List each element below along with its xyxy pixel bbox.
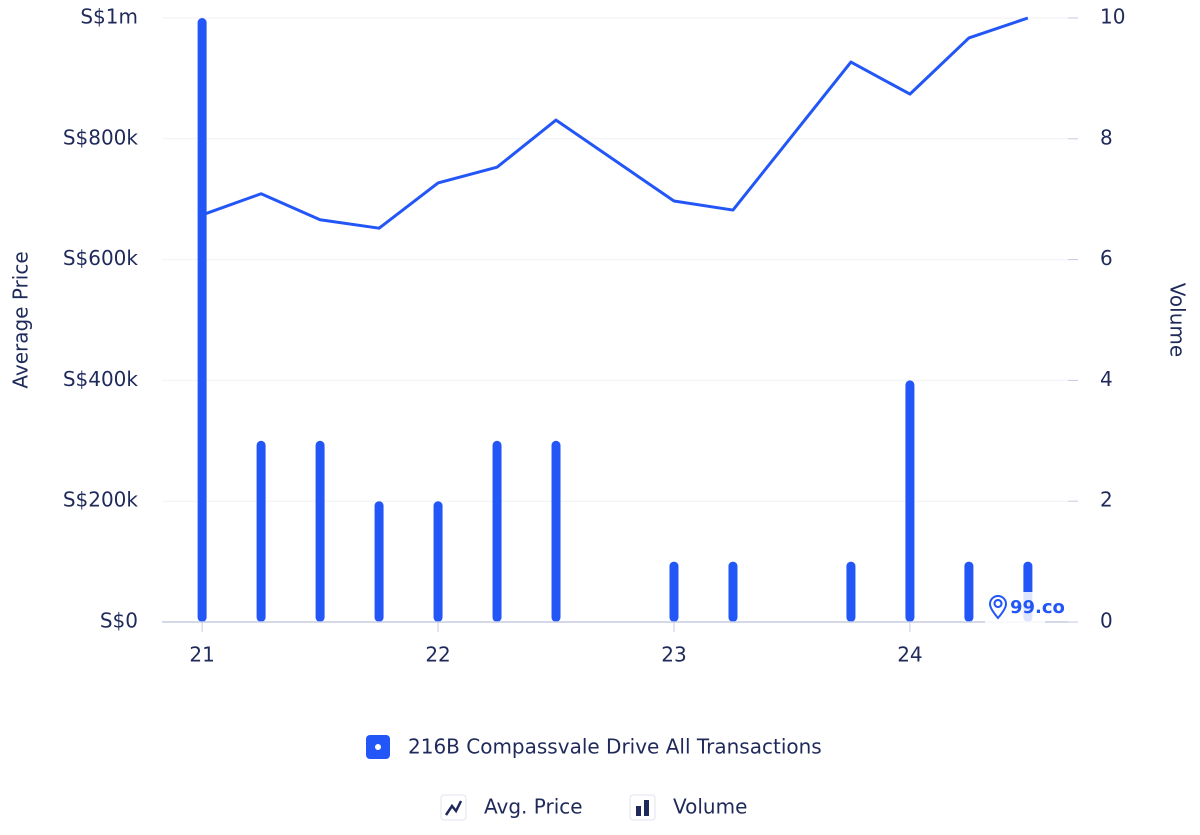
legend-icon-glyph xyxy=(444,800,463,816)
y2-tick-label: 10 xyxy=(1100,5,1125,29)
bar xyxy=(846,561,856,622)
x-tick-label: 23 xyxy=(661,643,686,667)
watermark: 99.co xyxy=(1010,597,1065,618)
bar xyxy=(197,18,207,622)
y-tick-label: S$200k xyxy=(63,488,139,512)
bar xyxy=(315,440,325,622)
price-line xyxy=(201,16,1029,230)
bar xyxy=(905,380,915,622)
legend-entry[interactable]: Avg. Price xyxy=(484,795,583,819)
x-tick-label: 24 xyxy=(897,643,922,667)
y2-tick-label: 2 xyxy=(1100,488,1113,512)
bar xyxy=(669,561,679,622)
y-tick-label: S$1m xyxy=(80,5,138,29)
bar xyxy=(374,501,384,622)
x-tick-label: 22 xyxy=(425,643,450,667)
y-tick-label: S$400k xyxy=(63,367,139,391)
legend-icon-glyph xyxy=(644,800,649,816)
y-tick-label: S$0 xyxy=(100,609,138,633)
legend-dot xyxy=(375,744,381,750)
x-tick-label: 21 xyxy=(189,643,214,667)
legend-icon-glyph xyxy=(636,806,641,816)
y2-tick-label: 0 xyxy=(1100,609,1113,633)
watermark-pin xyxy=(988,595,1008,620)
y2-tick-label: 6 xyxy=(1100,246,1113,270)
plot xyxy=(162,16,1068,622)
bar xyxy=(728,561,738,622)
y-tick-label: S$800k xyxy=(63,125,139,149)
y2-tick-label: 4 xyxy=(1100,367,1113,391)
bar xyxy=(964,561,974,622)
legend-entry[interactable]: Volume xyxy=(673,795,747,819)
y2-tick-label: 8 xyxy=(1100,125,1113,149)
y2-axis-label: Volume xyxy=(1166,283,1190,357)
y-tick-label: S$600k xyxy=(63,246,139,270)
bar xyxy=(551,440,561,622)
bar xyxy=(256,440,266,622)
legend-title[interactable]: 216B Compassvale Drive All Transactions xyxy=(408,735,822,759)
y-axis-label: Average Price xyxy=(9,251,33,388)
bar xyxy=(492,440,502,622)
legend-icon-bar[interactable] xyxy=(629,794,656,821)
bar xyxy=(433,501,443,622)
